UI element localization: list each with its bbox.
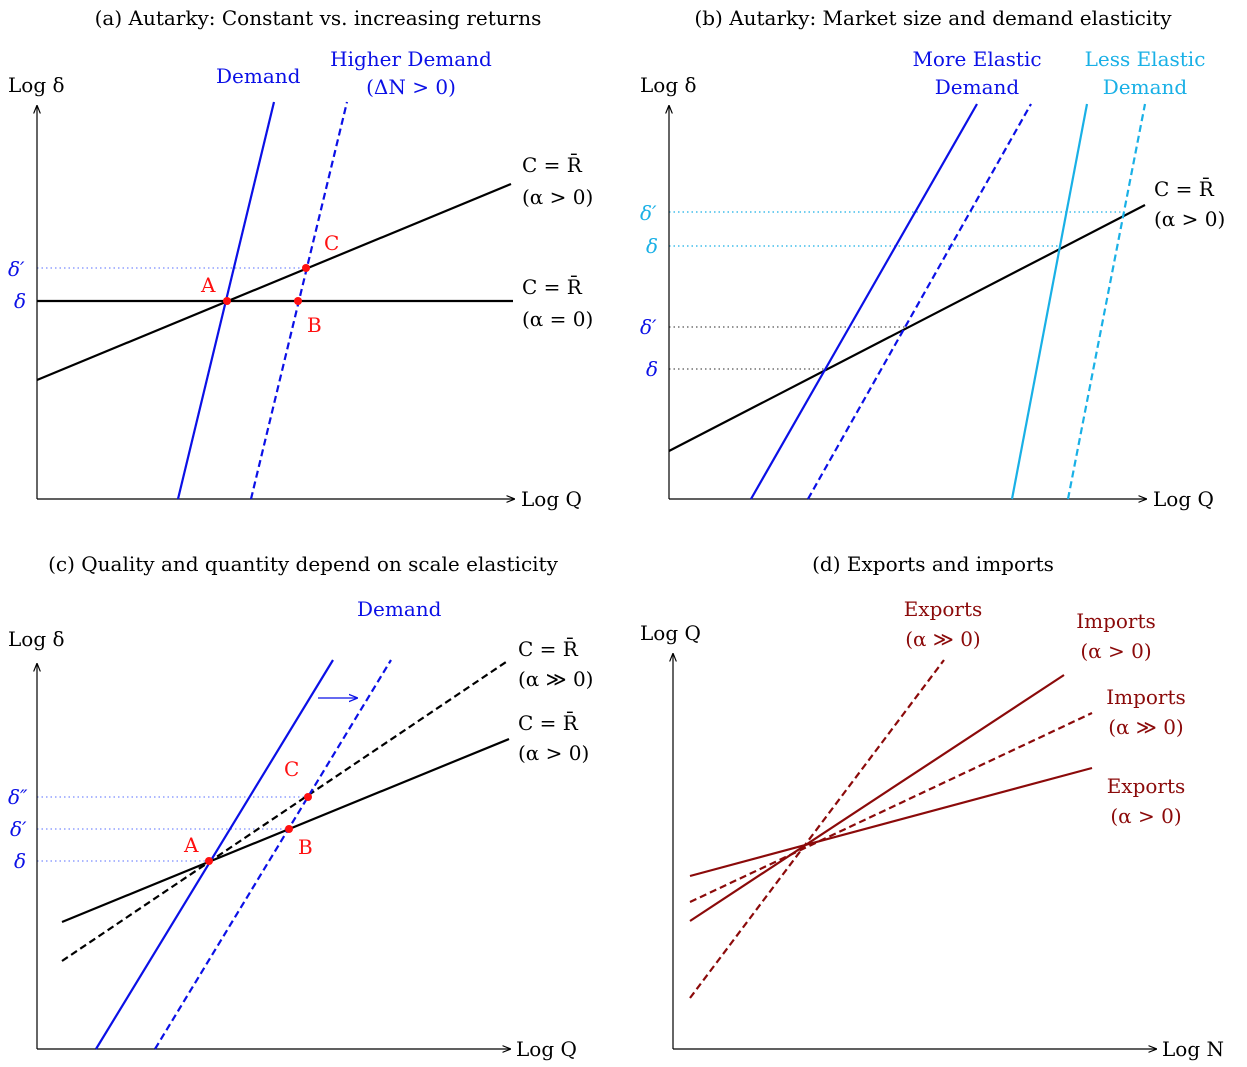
exports-low-line xyxy=(689,766,1093,878)
panel-b: (b) Autarky: Market size and demand elas… xyxy=(640,6,1225,511)
exports-low-label-1: Exports xyxy=(1107,774,1186,798)
point-b xyxy=(285,825,293,833)
tick-cyan-delta: δ xyxy=(646,234,658,258)
less-elastic-label-2: Demand xyxy=(1103,75,1188,99)
cost-increasing-label-1: C = R̄ xyxy=(522,152,583,177)
imports-high-label-1: Imports xyxy=(1106,685,1186,709)
exports-high-label-2: (α ≫ 0) xyxy=(905,627,981,651)
tick-blue-delta: δ xyxy=(646,357,658,381)
less-elastic-label-1: Less Elastic xyxy=(1085,47,1206,71)
more-elastic-demand-line xyxy=(750,103,978,500)
cost-high-label-2: (α ≫ 0) xyxy=(518,667,594,691)
demand-label: Demand xyxy=(357,597,442,621)
point-c xyxy=(304,793,312,801)
cost-constant-label-1: C = R̄ xyxy=(522,274,583,299)
demand-label: Demand xyxy=(216,64,301,88)
panel-a-title: (a) Autarky: Constant vs. increasing ret… xyxy=(95,6,542,30)
point-a-label: A xyxy=(183,833,199,857)
cost-high-label-1: C = R̄ xyxy=(518,636,579,661)
imports-high-line xyxy=(689,712,1093,903)
exports-high-line xyxy=(689,659,945,999)
demand-shifted-line xyxy=(154,659,392,1050)
x-axis-label: Log Q xyxy=(521,487,582,511)
imports-low-label-2: (α > 0) xyxy=(1080,639,1151,663)
tick-delta-prime: δ′ xyxy=(8,257,25,281)
cost-low-label-2: (α > 0) xyxy=(518,741,589,765)
more-elastic-label-2: Demand xyxy=(935,75,1020,99)
less-elastic-demand-shifted-line xyxy=(1066,103,1147,500)
cost-line-alpha-gg-0 xyxy=(61,659,510,962)
tick-delta: δ xyxy=(14,289,26,313)
point-b-label: B xyxy=(307,313,322,337)
point-a xyxy=(205,857,213,865)
tick-cyan-delta-prime: δ′ xyxy=(640,201,657,225)
point-b-label: B xyxy=(298,835,313,859)
cost-line xyxy=(668,204,1146,452)
cost-label-2: (α > 0) xyxy=(1154,207,1225,231)
panel-c: (c) Quality and quantity depend on scale… xyxy=(8,552,594,1061)
tick-delta-prime: δ′ xyxy=(10,817,27,841)
panel-d: (d) Exports and imports Log Q Log N Expo… xyxy=(640,552,1224,1061)
point-a xyxy=(223,297,231,305)
imports-low-line xyxy=(689,674,1065,922)
tick-blue-delta-prime: δ′ xyxy=(640,315,657,339)
y-axis-label: Log δ xyxy=(8,73,65,97)
more-elastic-label-1: More Elastic xyxy=(912,47,1041,71)
demand-line xyxy=(95,659,334,1050)
cost-line-increasing xyxy=(36,182,512,382)
x-axis-label: Log Q xyxy=(516,1037,577,1061)
y-axis-label: Log δ xyxy=(640,73,697,97)
higher-demand-label-2: (ΔN > 0) xyxy=(366,75,456,99)
panel-c-title: (c) Quality and quantity depend on scale… xyxy=(48,552,558,576)
x-axis-label: Log N xyxy=(1162,1037,1224,1061)
point-c xyxy=(302,264,310,272)
point-c-label: C xyxy=(284,757,299,781)
exports-low-label-2: (α > 0) xyxy=(1110,804,1181,828)
cost-increasing-label-2: (α > 0) xyxy=(522,185,593,209)
cost-low-label-1: C = R̄ xyxy=(518,710,579,735)
point-c-label: C xyxy=(324,231,339,255)
cost-label-1: C = R̄ xyxy=(1154,176,1215,201)
more-elastic-demand-shifted-line xyxy=(807,103,1032,500)
point-a-label: A xyxy=(200,273,216,297)
panel-a: (a) Autarky: Constant vs. increasing ret… xyxy=(8,6,593,511)
exports-high-label-1: Exports xyxy=(904,597,983,621)
tick-delta-dprime: δ″ xyxy=(8,785,28,809)
point-b xyxy=(294,297,302,305)
x-axis-label: Log Q xyxy=(1153,487,1214,511)
cost-constant-label-2: (α = 0) xyxy=(522,307,593,331)
panel-b-title: (b) Autarky: Market size and demand elas… xyxy=(694,6,1172,30)
higher-demand-label-1: Higher Demand xyxy=(330,47,492,71)
y-axis-label: Log δ xyxy=(8,627,65,651)
y-axis-label: Log Q xyxy=(640,621,701,645)
panel-d-title: (d) Exports and imports xyxy=(812,552,1054,576)
imports-low-label-1: Imports xyxy=(1076,609,1156,633)
less-elastic-demand-line xyxy=(1010,103,1089,500)
imports-high-label-2: (α ≫ 0) xyxy=(1108,715,1184,739)
tick-delta: δ xyxy=(14,849,26,873)
